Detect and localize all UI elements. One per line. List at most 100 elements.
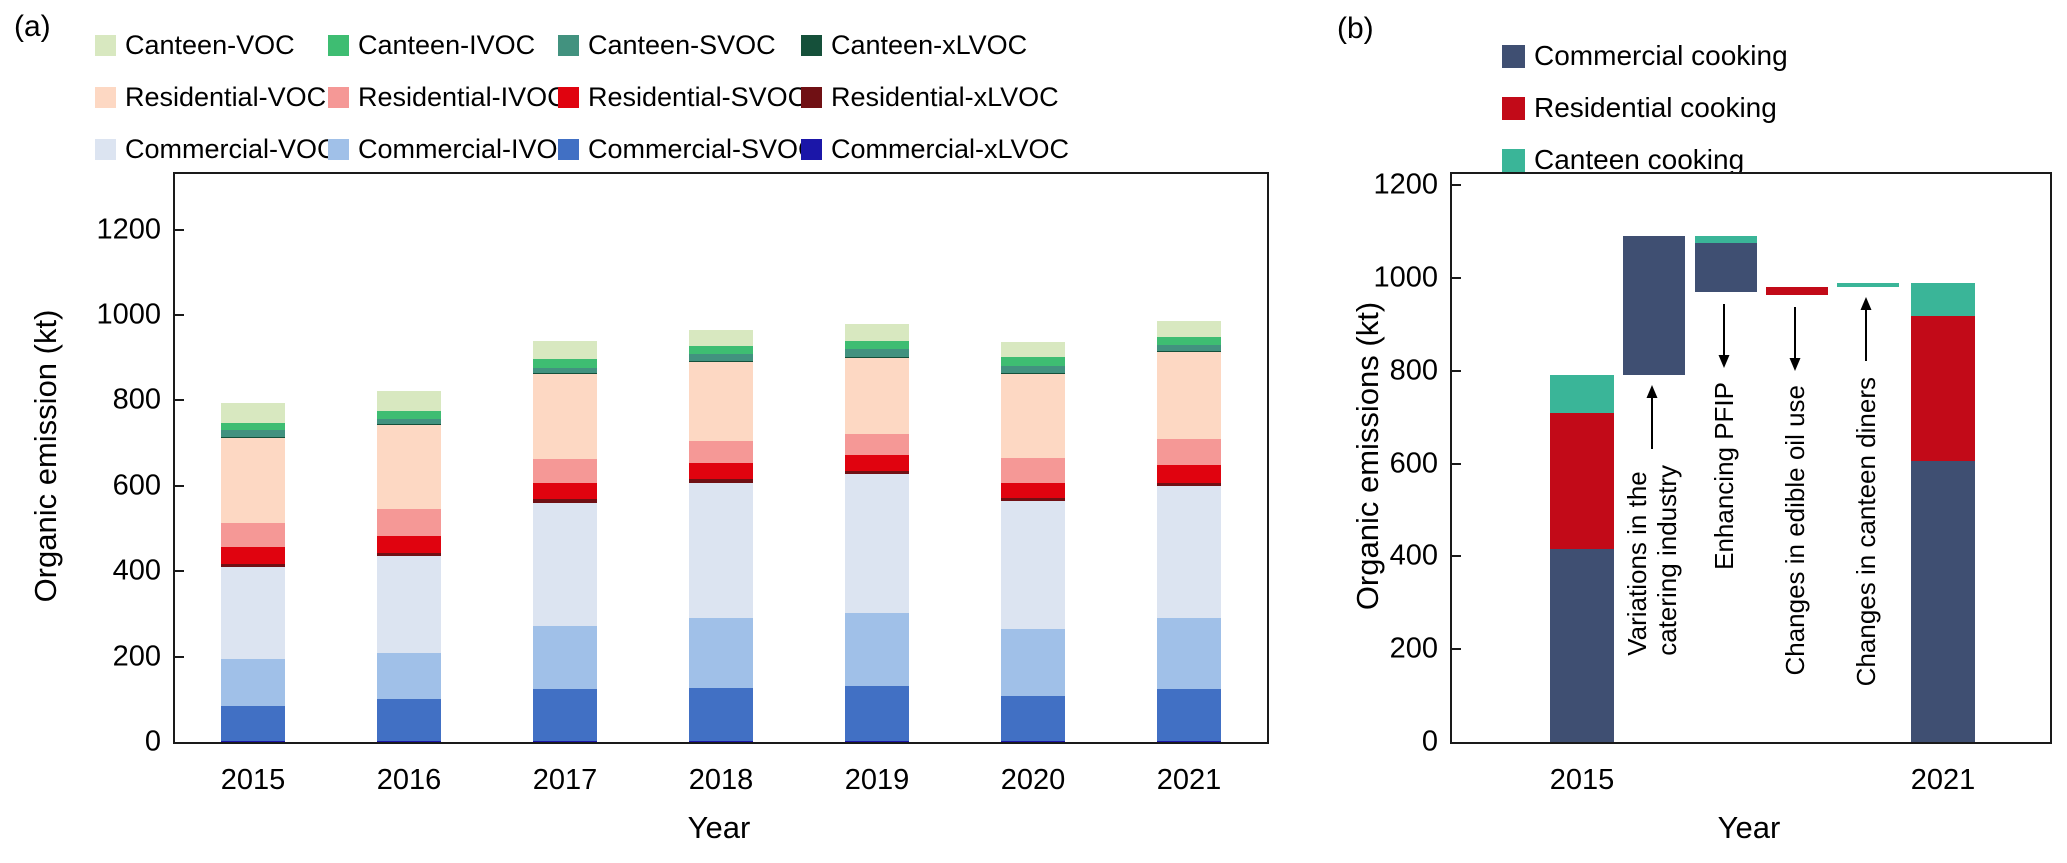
bar-segment-canteen-xlvoc — [533, 373, 597, 374]
waterfall-annotation: Changes in edible oil use — [1720, 305, 1870, 676]
bar-segment-residential-xlvoc — [689, 478, 753, 483]
bar-segment-residential-xlvoc — [221, 563, 285, 568]
legend-label: Commercial-xLVOC — [831, 134, 1070, 164]
bar-segment-residential-svoc — [1001, 482, 1065, 499]
bar-segment-canteen-voc — [377, 390, 441, 412]
y-tick-label: 200 — [112, 640, 161, 673]
legend-swatch — [801, 139, 822, 160]
bar-segment-residential-voc — [1157, 352, 1221, 440]
bar-segment-residential-ivoc — [1001, 458, 1065, 483]
legend-item-residential-ivoc: Residential-IVOC — [328, 82, 567, 113]
legend-swatch — [801, 87, 822, 108]
bar-segment-canteen-svoc — [1001, 365, 1065, 374]
arrow-down-icon — [1715, 302, 1733, 373]
y-tick-label: 800 — [1389, 354, 1438, 387]
bar-segment-canteen-svoc — [221, 430, 285, 437]
y-tick-mark — [1452, 648, 1461, 651]
bar-segment-canteen-svoc — [845, 349, 909, 358]
panel-b-label: (b) — [1337, 12, 1374, 45]
waterfall-bar-step-3 — [1766, 174, 1828, 742]
bar-segment-canteen-xlvoc — [689, 360, 753, 362]
legend-item-residential-xlvoc: Residential-xLVOC — [801, 82, 1069, 113]
x-tick-label-2015: 2015 — [1549, 764, 1615, 796]
legend-label: Commercial-SVOC — [588, 134, 818, 164]
bar-segment-residential-svoc — [221, 547, 285, 564]
bar-segment-commercial-ivoc — [845, 613, 909, 686]
bar-segment-canteen-voc — [533, 341, 597, 359]
bar-segment-residential-xlvoc — [377, 552, 441, 556]
legend-label: Residential cooking — [1534, 92, 1777, 123]
y-tick-label: 1000 — [1373, 261, 1438, 294]
y-tick-label: 800 — [112, 383, 161, 416]
bar-segment-commercial-ivoc — [533, 625, 597, 690]
bar-segment-canteen-voc — [1001, 341, 1065, 357]
bar-segment-residential-ivoc — [377, 509, 441, 536]
legend-swatch — [328, 35, 349, 56]
bar-segment-canteen — [1837, 282, 1899, 288]
bar-segment-residential-ivoc — [221, 522, 285, 548]
bar-segment-commercial-svoc — [1157, 688, 1221, 742]
legend-label: Residential-IVOC — [358, 82, 567, 112]
bar-segment-canteen-svoc — [689, 353, 753, 361]
y-tick-mark — [1452, 555, 1461, 558]
arrow-down-icon — [1786, 305, 1804, 376]
bar-segment-residential-svoc — [533, 482, 597, 499]
bar-segment-commercial-xlvoc — [533, 741, 597, 742]
bar-segment-canteen-ivoc — [1001, 356, 1065, 366]
legend-swatch — [328, 87, 349, 108]
legend-item-residential-voc: Residential-VOC — [95, 82, 328, 113]
legend-item-commercial-voc: Commercial-VOC — [95, 134, 337, 165]
y-tick-label: 1200 — [1373, 168, 1438, 201]
bar-segment-canteen-xlvoc — [221, 436, 285, 438]
legend-label: Canteen cooking — [1534, 144, 1745, 175]
legend-item-canteen-cooking: Canteen cooking — [1502, 144, 1788, 176]
legend-item-canteen-ivoc: Canteen-IVOC — [328, 30, 558, 61]
stacked-bar-2016 — [377, 174, 441, 742]
x-tick-label-2015: 2015 — [220, 764, 286, 796]
bar-segment-commercial-xlvoc — [1001, 741, 1065, 742]
stacked-bar-2021 — [1157, 174, 1221, 742]
legend-swatch — [95, 139, 116, 160]
legend-label: Residential-SVOC — [588, 82, 808, 112]
bar-segment-commercial-voc — [221, 567, 285, 659]
y-tick-label: 0 — [144, 725, 161, 758]
bar-segment-commercial-ivoc — [1157, 617, 1221, 689]
x-tick-label-2021: 2021 — [1156, 764, 1222, 796]
bar-segment-residential-svoc — [1157, 464, 1221, 483]
bar-segment-residential-xlvoc — [1157, 482, 1221, 486]
bar-segment-commercial-voc — [377, 555, 441, 653]
bar-segment-canteen-ivoc — [533, 358, 597, 368]
y-tick-mark — [175, 399, 184, 402]
bar-segment-residential — [1550, 412, 1614, 550]
stacked-bar-2018 — [689, 174, 753, 742]
bar-segment-residential — [1766, 287, 1828, 296]
bar-segment-residential-voc — [221, 437, 285, 523]
y-tick-label: 0 — [1421, 725, 1438, 758]
bar-segment-commercial — [1550, 549, 1614, 742]
waterfall-bar-step-1 — [1623, 174, 1685, 742]
bar-segment-commercial-xlvoc — [1157, 741, 1221, 742]
panel-b-x-axis-title: Year — [1717, 810, 1781, 845]
bar-segment-canteen-svoc — [1157, 345, 1221, 352]
bar-segment-residential-voc — [1001, 373, 1065, 458]
bar-segment-commercial-ivoc — [1001, 629, 1065, 696]
waterfall-annotation: Changes in canteen diners — [1791, 297, 1941, 687]
y-tick-mark — [175, 570, 184, 573]
arrow-up-icon — [1857, 297, 1875, 368]
bar-segment-commercial-ivoc — [221, 658, 285, 706]
legend-item-commercial-ivoc: Commercial-IVOC — [328, 134, 577, 165]
y-tick-label: 400 — [112, 554, 161, 587]
legend-swatch — [558, 87, 579, 108]
legend-swatch — [1502, 148, 1525, 172]
legend-label: Residential-xLVOC — [831, 82, 1059, 112]
y-tick-label: 1200 — [96, 213, 161, 246]
arrow-up-icon — [1643, 385, 1661, 456]
bar-segment-canteen-xlvoc — [377, 424, 441, 426]
legend-label: Canteen-VOC — [125, 30, 295, 60]
bar-segment-commercial-ivoc — [377, 652, 441, 699]
legend-item-residential-svoc: Residential-SVOC — [558, 82, 807, 113]
bar-segment-commercial-svoc — [845, 685, 909, 742]
bar-segment-residential-ivoc — [845, 434, 909, 456]
bar-segment-commercial-svoc — [533, 689, 597, 742]
